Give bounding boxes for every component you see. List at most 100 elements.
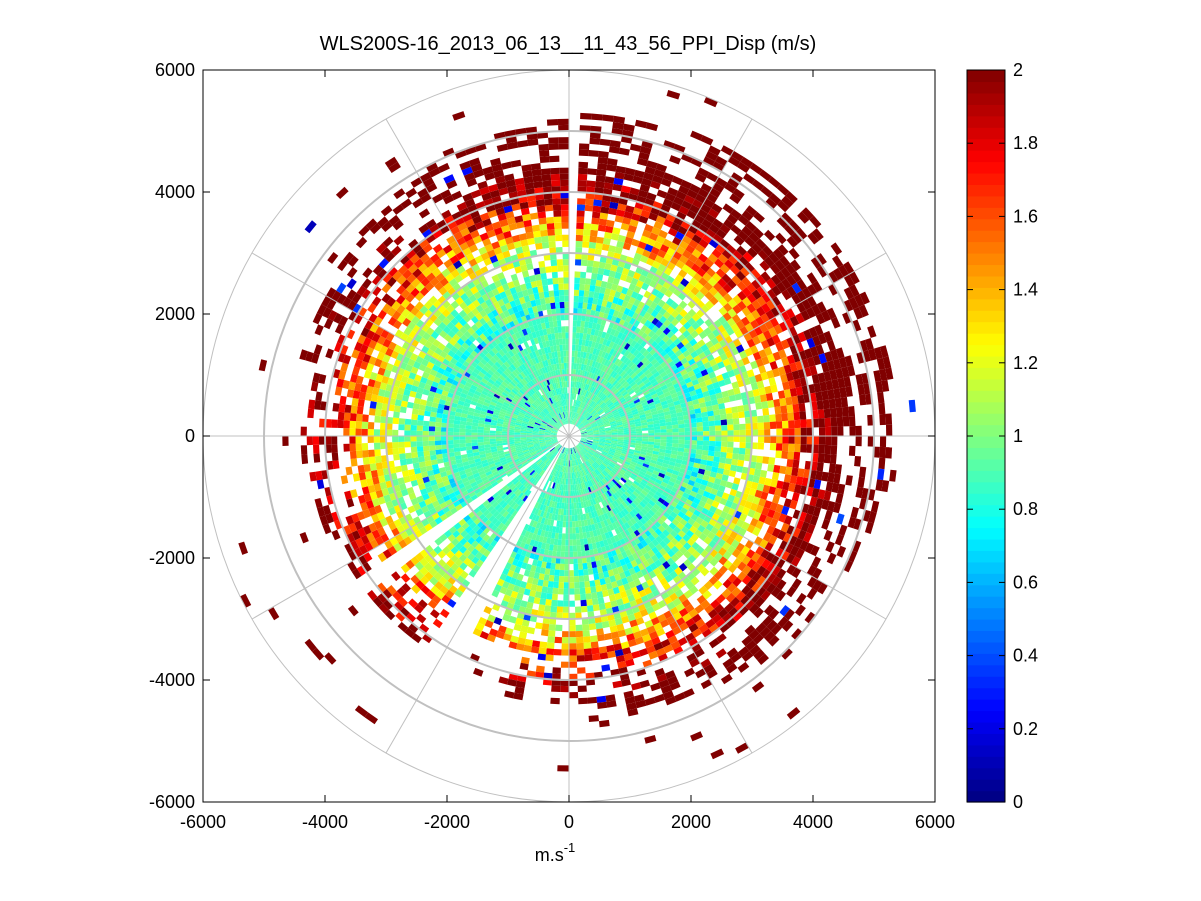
ppi-cell bbox=[429, 495, 438, 503]
ppi-cell bbox=[610, 425, 618, 429]
ppi-cell bbox=[589, 499, 594, 506]
ppi-cell bbox=[331, 529, 341, 541]
ppi-cell bbox=[579, 369, 583, 377]
ppi-cell bbox=[456, 575, 465, 585]
ppi-cell bbox=[573, 399, 576, 406]
ppi-cell bbox=[656, 405, 663, 411]
ppi-cell bbox=[597, 446, 604, 450]
ppi-cell bbox=[715, 436, 722, 442]
ppi-cell bbox=[610, 302, 617, 310]
ppi-cell bbox=[594, 368, 599, 375]
ppi-cell bbox=[522, 495, 529, 502]
ppi-cell bbox=[703, 96, 718, 108]
ppi-cell bbox=[554, 569, 560, 576]
ppi-cell bbox=[579, 450, 584, 457]
ppi-cell bbox=[705, 618, 716, 629]
ppi-cell bbox=[598, 441, 605, 444]
ppi-cell bbox=[722, 505, 731, 514]
ppi-cell bbox=[631, 356, 639, 364]
ppi-cell bbox=[655, 235, 666, 245]
ppi-cell bbox=[685, 603, 695, 613]
ppi-cell bbox=[608, 619, 617, 627]
ppi-cell bbox=[751, 242, 763, 254]
ppi-cell bbox=[603, 447, 610, 451]
ppi-cell bbox=[816, 265, 828, 278]
ppi-cell bbox=[793, 451, 801, 461]
ppi-cell bbox=[577, 308, 583, 315]
ppi-cell bbox=[572, 405, 575, 412]
ppi-cell bbox=[498, 515, 506, 523]
ppi-cell bbox=[641, 478, 649, 485]
ppi-cell bbox=[641, 366, 649, 374]
ppi-cell bbox=[539, 567, 546, 575]
ppi-cell bbox=[577, 186, 587, 193]
ppi-cell bbox=[678, 423, 685, 429]
ppi-cell bbox=[836, 545, 847, 558]
ppi-cell bbox=[528, 448, 536, 452]
ppi-cell bbox=[670, 413, 678, 418]
ppi-cell bbox=[623, 294, 631, 303]
ppi-cell bbox=[688, 358, 696, 366]
ppi-cell bbox=[584, 377, 588, 384]
ppi-cell bbox=[483, 465, 490, 471]
ppi-cell bbox=[694, 172, 707, 183]
ppi-cell bbox=[701, 454, 708, 461]
ppi-cell bbox=[720, 446, 728, 453]
ppi-cell bbox=[582, 241, 590, 248]
ppi-cell bbox=[599, 455, 606, 460]
ppi-cell bbox=[677, 447, 685, 453]
ppi-cell bbox=[583, 364, 587, 371]
ppi-cell bbox=[620, 641, 630, 650]
ppi-cell bbox=[598, 356, 604, 364]
ppi-cell bbox=[648, 355, 656, 363]
ppi-cell bbox=[471, 469, 479, 475]
ppi-cell bbox=[698, 397, 706, 404]
ppi-cell bbox=[700, 479, 709, 487]
ppi-cell bbox=[521, 619, 530, 627]
ppi-cell bbox=[745, 588, 756, 600]
ppi-cell bbox=[473, 487, 482, 495]
ppi-cell bbox=[738, 214, 750, 226]
ppi-cell bbox=[592, 529, 598, 537]
ppi-cell bbox=[661, 404, 669, 410]
ppi-cell bbox=[558, 502, 562, 509]
ppi-cell bbox=[371, 513, 380, 523]
ppi-cell bbox=[824, 351, 833, 362]
ppi-cell bbox=[730, 323, 740, 333]
ppi-cell bbox=[738, 411, 745, 419]
ppi-cell bbox=[479, 473, 487, 479]
ppi-cell bbox=[563, 576, 569, 583]
ppi-cell bbox=[605, 282, 613, 290]
ppi-cell bbox=[812, 335, 822, 347]
ppi-cell bbox=[605, 433, 612, 435]
ppi-cell bbox=[620, 333, 627, 341]
ppi-cell bbox=[711, 399, 719, 406]
ppi-cell bbox=[774, 487, 783, 497]
ppi-cell bbox=[508, 443, 515, 447]
ppi-cell bbox=[597, 391, 603, 398]
ppi-cell bbox=[744, 262, 755, 273]
ppi-cell bbox=[616, 360, 623, 367]
ppi-cell bbox=[577, 452, 581, 458]
ppi-cell bbox=[633, 468, 641, 474]
ppi-cell bbox=[770, 384, 778, 393]
ppi-cell bbox=[615, 209, 626, 217]
ppi-cell bbox=[559, 563, 565, 571]
ppi-cell bbox=[683, 589, 693, 599]
ppi-cell bbox=[687, 317, 696, 326]
ppi-cell bbox=[581, 456, 587, 462]
ppi-cell bbox=[607, 530, 614, 538]
ppi-cell bbox=[518, 492, 524, 499]
ppi-cell bbox=[699, 402, 707, 409]
ppi-cell bbox=[465, 471, 473, 478]
ppi-cell bbox=[446, 567, 456, 577]
ppi-cell bbox=[580, 489, 584, 496]
ppi-cell bbox=[569, 417, 571, 424]
ppi-cell bbox=[516, 449, 523, 453]
ppi-cell bbox=[650, 180, 661, 190]
ppi-cell bbox=[575, 234, 583, 242]
ppi-cell bbox=[797, 211, 810, 224]
ppi-cell bbox=[603, 499, 609, 506]
ppi-cell bbox=[599, 487, 605, 495]
ppi-cell bbox=[439, 585, 449, 595]
